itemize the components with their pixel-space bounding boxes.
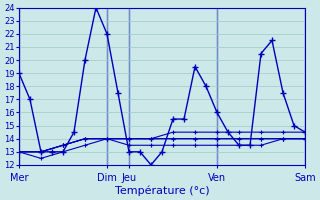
X-axis label: Température (°c): Température (°c) [115, 185, 209, 196]
